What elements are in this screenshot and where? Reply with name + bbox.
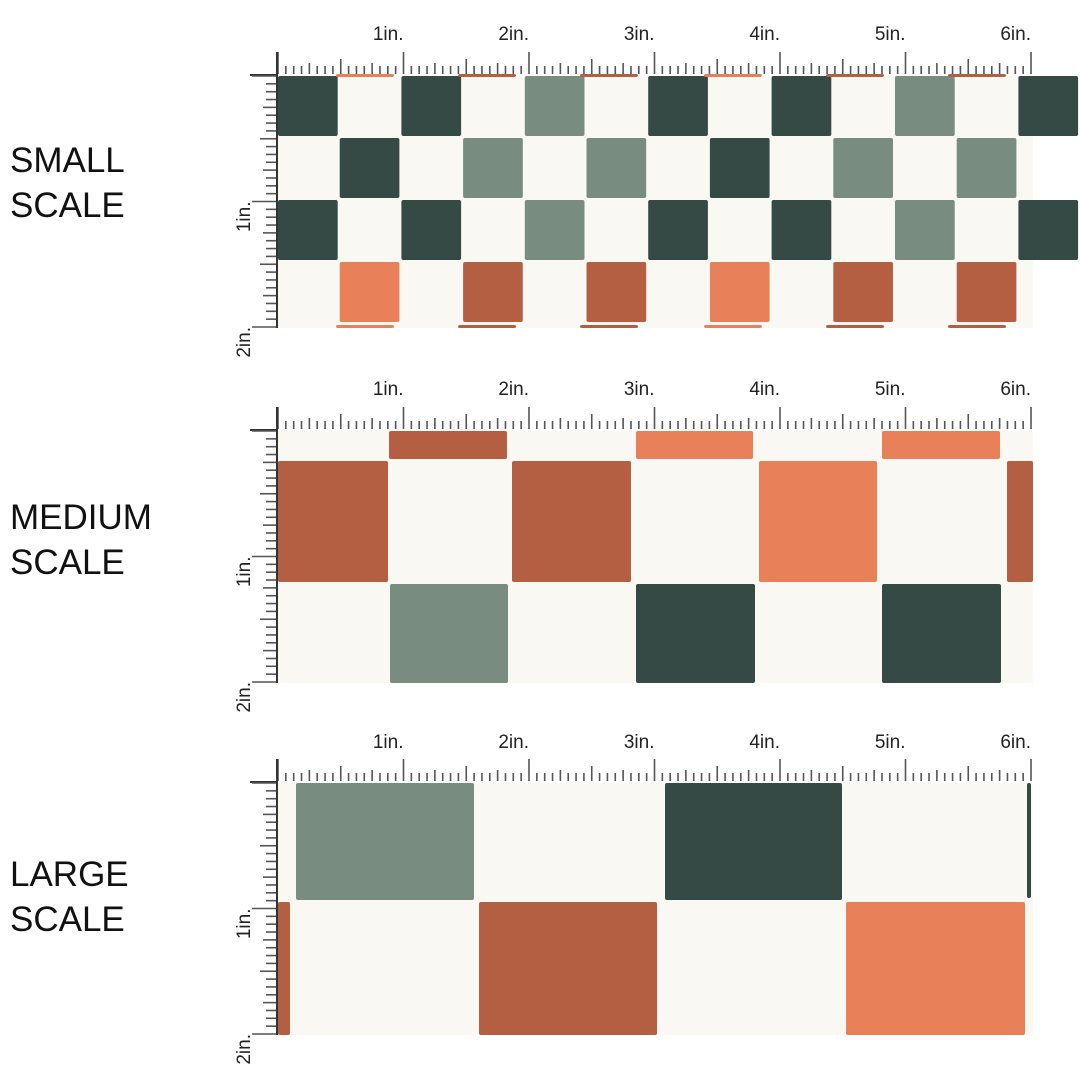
inch-label: 2in. [498,732,529,753]
vertical-inch-label: 2in. [234,682,255,713]
check-square [336,74,394,77]
inch-label: 1in. [373,379,404,400]
check-square [648,200,708,260]
check-square [390,584,508,683]
vertical-ruler [252,75,276,328]
check-square [826,325,884,328]
check-square [895,200,955,260]
vertical-inch-label: 2in. [234,327,255,358]
check-square [1018,76,1079,136]
check-square [956,262,1017,322]
check-square [948,74,1006,77]
check-square [665,783,842,900]
check-square [586,262,647,322]
check-square [512,461,631,582]
check-square [882,584,1001,683]
check-square [771,76,832,136]
small-scale-swatch: 1in. 2in. 3in. 4in. 5in. 6in. 1in. 2in. [234,24,1079,358]
inch-label: 4in. [749,732,780,753]
large-scale-label: LARGE SCALE [10,852,129,942]
check-square [339,138,400,198]
check-square [389,431,507,459]
check-square [895,76,955,136]
check-square [648,76,708,136]
check-square [709,262,770,322]
check-square [580,74,638,77]
check-square [704,74,762,77]
inch-label: 1in. [373,732,404,753]
inch-label: 3in. [624,379,655,400]
horizontal-ruler [277,759,1032,781]
check-square [278,902,290,1035]
check-square [401,76,462,136]
inch-label: 6in. [1000,379,1031,400]
vertical-ruler [252,782,276,1035]
check-square [1027,783,1031,898]
check-square [586,138,647,198]
check-square [833,262,893,322]
inch-label: 6in. [1000,732,1031,753]
check-square [401,200,462,260]
vertical-inch-label: 1in. [234,557,255,588]
vertical-inch-label: 1in. [234,909,255,940]
inch-label: 2in. [498,24,529,45]
check-square [1007,461,1033,582]
medium-scale-panel: MEDIUM SCALE 1in. 2in. 3in. 4in. 5in. 6in. 1in… [0,355,1080,713]
inch-label: 1in. [373,24,404,45]
check-square [278,200,338,260]
inch-label: 4in. [749,379,780,400]
check-square [956,138,1017,198]
check-square [833,138,893,198]
check-square [580,325,638,328]
label-line1: LARGE [10,855,129,894]
check-square [524,76,585,136]
vertical-inch-label: 2in. [234,1034,255,1065]
medium-scale-label: MEDIUM SCALE [10,495,152,585]
check-square [771,200,832,260]
label-line2: SCALE [10,900,125,939]
inch-label: 5in. [875,732,906,753]
check-square [882,431,1000,459]
check-square [278,76,338,136]
inch-label: 5in. [875,24,906,45]
label-line2: SCALE [10,543,125,582]
inch-label: 6in. [1000,24,1031,45]
check-square [636,584,755,683]
check-square [458,74,516,77]
label-line2: SCALE [10,186,125,225]
check-square [458,325,516,328]
medium-scale-swatch: 1in. 2in. 3in. 4in. 5in. 6in. 1in. 2in. [234,379,1033,713]
vertical-ruler [252,430,276,683]
horizontal-ruler [277,407,1032,429]
check-square [636,431,753,459]
small-scale-label: SMALL SCALE [10,138,125,228]
check-square [826,74,884,77]
check-square [296,783,474,900]
inch-label: 5in. [875,379,906,400]
inch-label: 2in. [498,379,529,400]
large-scale-panel: LARGE SCALE 1in. 2in. 3in. 4in. 5in. 6in. 1in.… [0,710,1080,1065]
inch-label: 4in. [749,24,780,45]
inch-label: 3in. [624,24,655,45]
check-square [339,262,400,322]
small-scale-panel: SMALL SCALE 1in. 2in. 3in. 4in. 5in. 6in. 1in.… [0,0,1080,358]
check-square [278,461,388,582]
check-square [336,325,394,328]
check-square [759,461,877,582]
check-square [479,902,657,1035]
large-scale-swatch: 1in. 2in. 3in. 4in. 5in. 6in. 1in. 2in. [234,732,1033,1065]
check-square [709,138,770,198]
vertical-inch-label: 1in. [234,202,255,233]
check-square [846,902,1025,1035]
check-square [1018,200,1079,260]
check-square [948,325,1006,328]
check-square [463,138,523,198]
label-line1: MEDIUM [10,498,152,537]
label-line1: SMALL [10,141,125,180]
check-square [463,262,523,322]
check-square [704,325,762,328]
check-square [524,200,585,260]
inch-label: 3in. [624,732,655,753]
horizontal-ruler [277,52,1032,74]
